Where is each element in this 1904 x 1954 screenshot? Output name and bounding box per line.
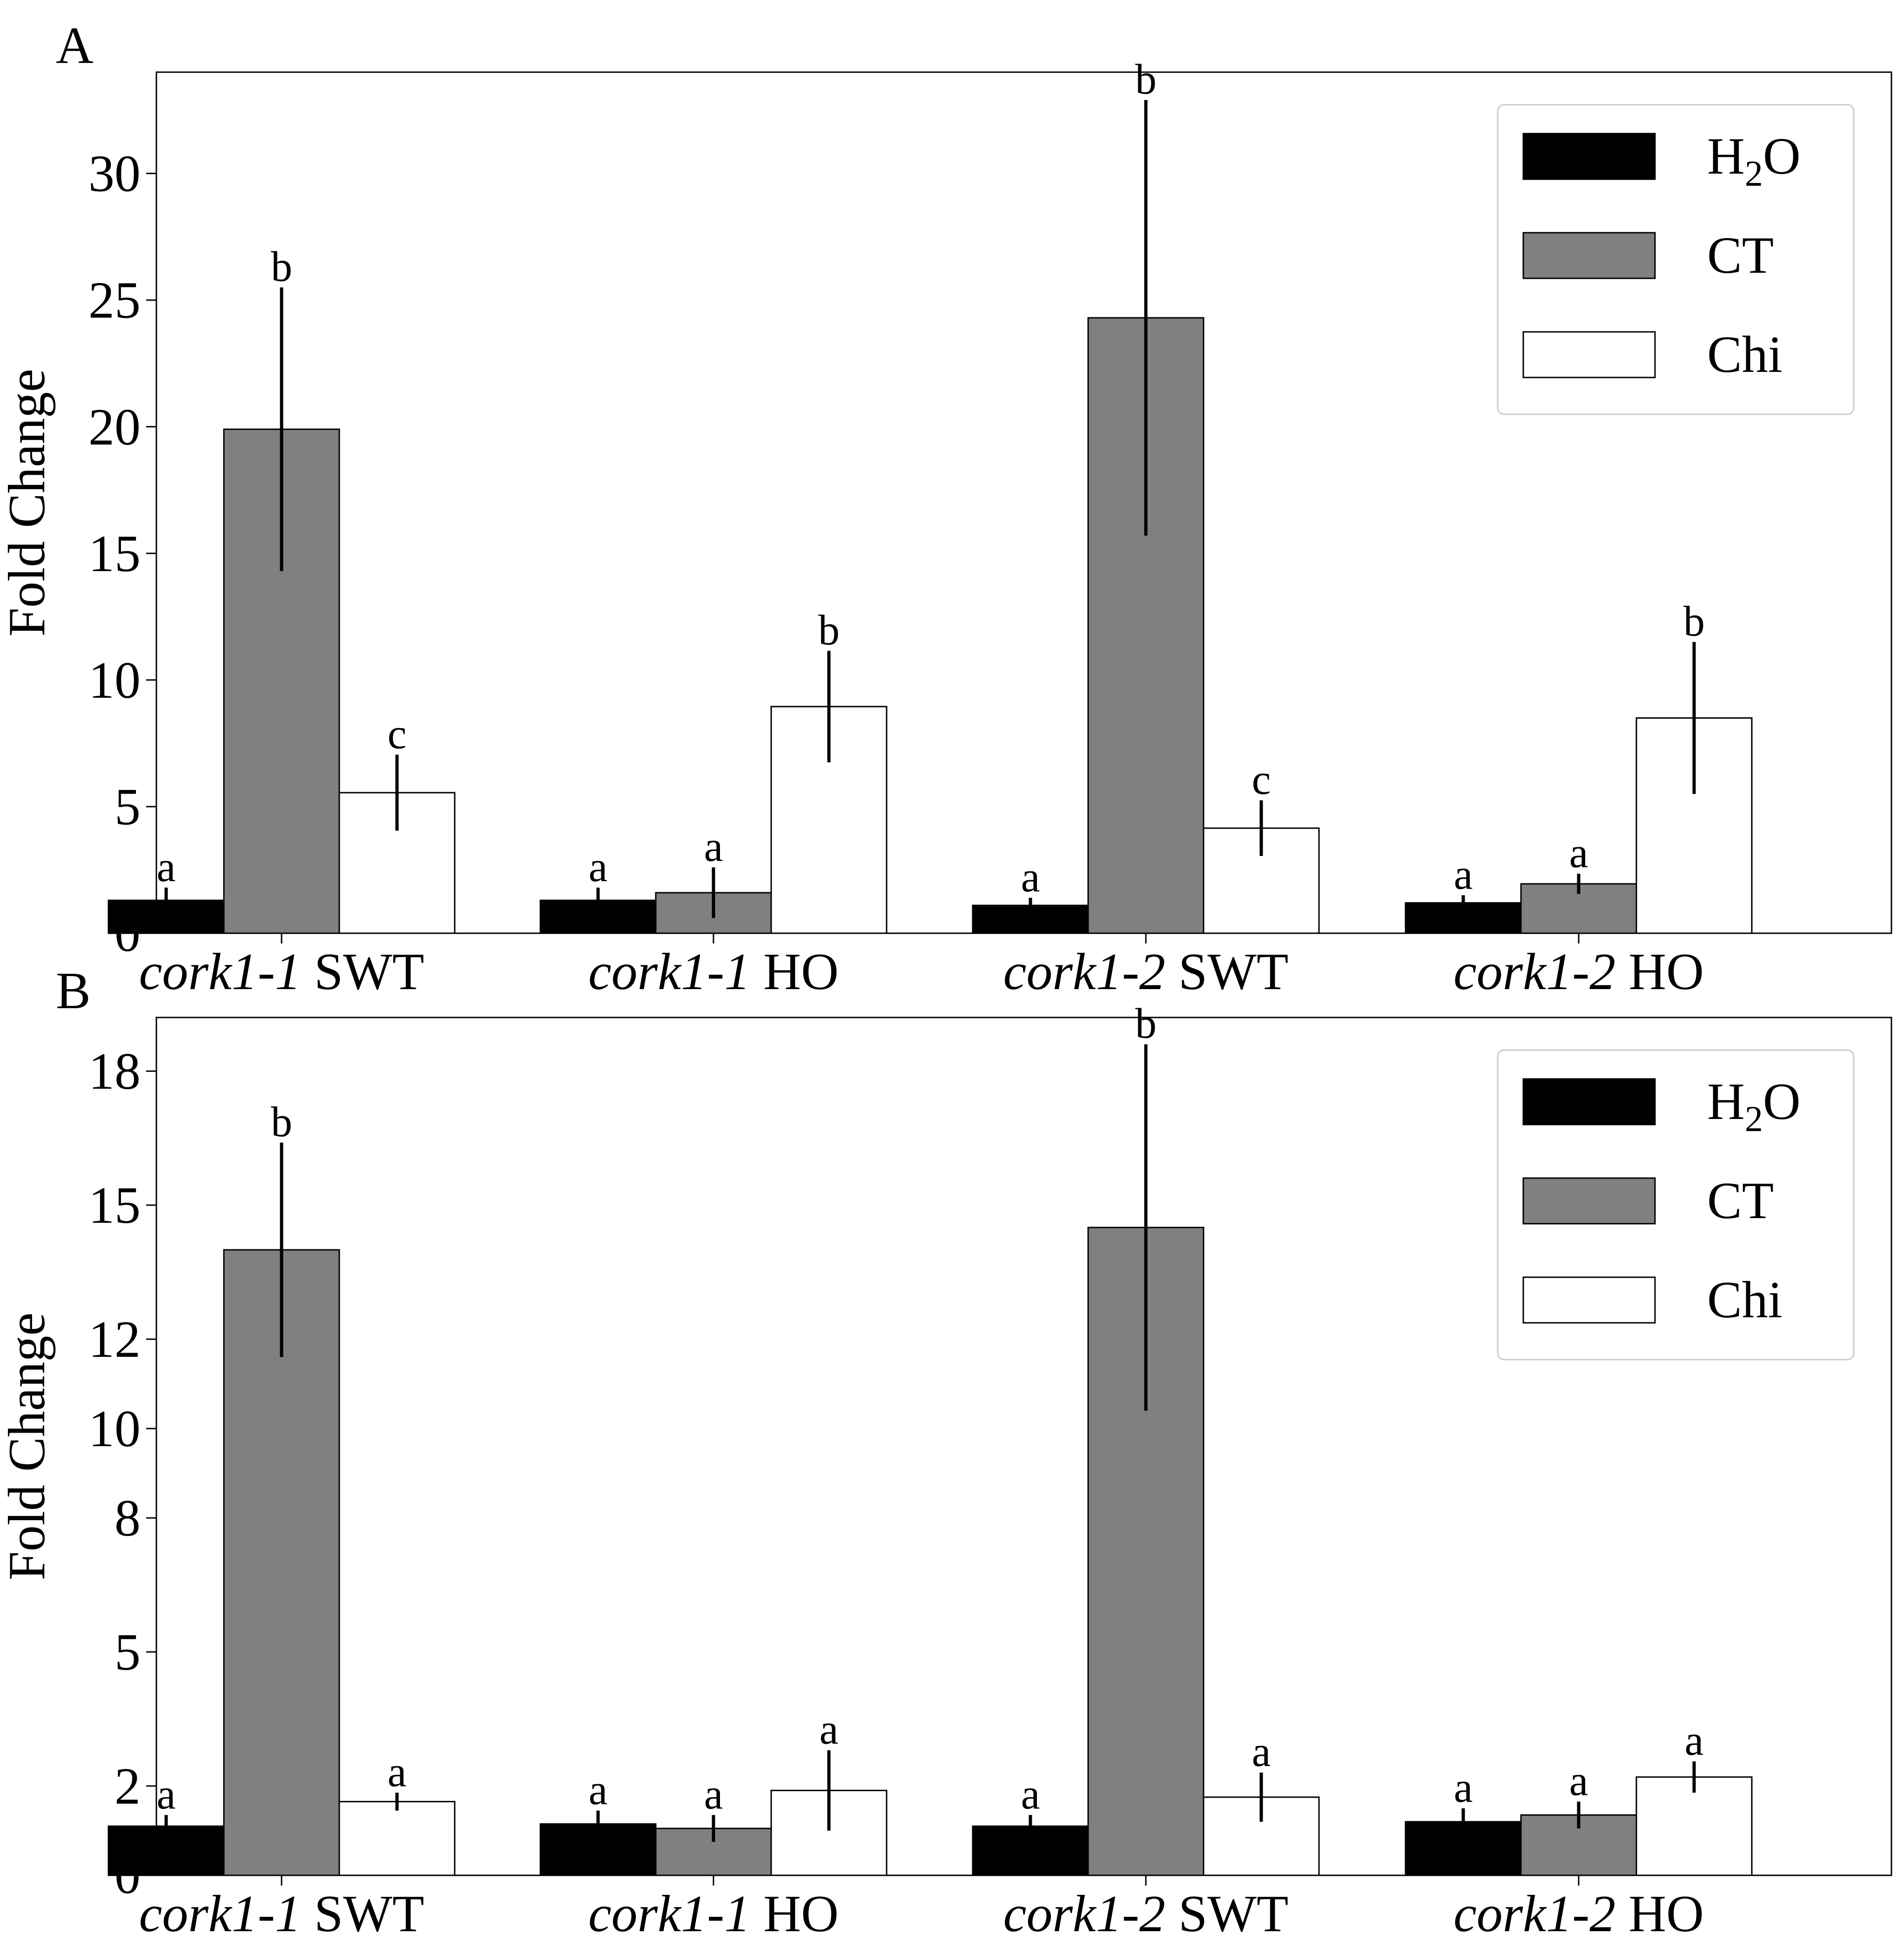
y-tick-label: 25 <box>88 272 141 330</box>
legend-swatch-ct <box>1522 1177 1656 1225</box>
legend-swatch-chi <box>1522 331 1656 378</box>
legend-label-tail: O <box>1763 1073 1801 1131</box>
y-tick-label: 5 <box>114 778 141 836</box>
significance-letter: a <box>1454 1764 1473 1811</box>
legend-swatch-ct <box>1522 232 1656 279</box>
axes-frame <box>155 1017 1892 1876</box>
significance-letter: a <box>1569 1757 1588 1805</box>
x-category-label: cork1-1 SWT <box>139 943 424 1001</box>
y-tick-label: 20 <box>88 398 141 456</box>
x-category-label: cork1-1 HO <box>588 1885 839 1943</box>
significance-letter: a <box>704 823 723 870</box>
significance-letter: a <box>820 1705 839 1753</box>
category-genotype: cork1-2 <box>1003 943 1165 1001</box>
significance-letter: a <box>157 1770 176 1818</box>
y-axis-title: Fold Change <box>0 1313 56 1581</box>
x-category-label: cork1-1 HO <box>588 943 839 1001</box>
legend-label-main: H <box>1707 128 1745 185</box>
significance-letter: a <box>589 843 608 890</box>
significance-letter: a <box>388 1748 407 1795</box>
significance-letter: c <box>388 710 407 757</box>
significance-letter: a <box>589 1766 608 1813</box>
significance-letter: b <box>271 243 292 290</box>
category-line: SWT <box>1165 943 1288 1001</box>
y-tick-label: 0 <box>114 905 141 963</box>
y-tick-label: 15 <box>88 1177 141 1234</box>
axes-frame <box>155 71 1892 934</box>
x-category-label: cork1-2 SWT <box>1003 943 1289 1001</box>
category-genotype: cork1-2 <box>1453 1885 1615 1943</box>
significance-letter: a <box>1685 1717 1704 1764</box>
panel-a: Aa a a a b a b a c b c b 0 5 10 15 20 25 30 Fold Change cork… <box>0 17 1892 1001</box>
y-tick-label: 15 <box>88 525 141 583</box>
y-tick-label: 0 <box>114 1847 141 1905</box>
legend-label-main: Chi <box>1707 326 1783 384</box>
bar-chi-1 <box>338 1801 456 1876</box>
y-tick-label: 5 <box>114 1624 141 1681</box>
y-tick-label: 12 <box>88 1311 141 1368</box>
legend-label-main: CT <box>1707 1172 1774 1230</box>
legend-label-chi: Chi <box>1707 1271 1783 1329</box>
legend-label-h2o: H2O <box>1707 1073 1801 1139</box>
y-tick-label: 30 <box>88 145 141 203</box>
significance-letter: a <box>1252 1728 1271 1775</box>
category-genotype: cork1-2 <box>1453 943 1615 1001</box>
y-tick-label: 10 <box>88 652 141 709</box>
significance-letter: a <box>157 843 176 890</box>
x-category-label: cork1-2 SWT <box>1003 1885 1289 1943</box>
category-line: HO <box>1615 1885 1704 1943</box>
y-tick-label: 8 <box>114 1489 141 1547</box>
legend-label-main: Chi <box>1707 1271 1783 1329</box>
legend-swatch-chi <box>1522 1276 1656 1324</box>
significance-letter: a <box>1021 1770 1040 1818</box>
category-line: SWT <box>301 943 424 1001</box>
significance-letter: b <box>1135 1000 1157 1047</box>
legend-label-chi: Chi <box>1707 326 1783 384</box>
legend-label-ct: CT <box>1707 227 1774 284</box>
category-genotype: cork1-1 <box>139 943 301 1001</box>
legend-swatch-h2o <box>1522 1078 1656 1125</box>
significance-letter: b <box>1135 55 1157 103</box>
category-line: HO <box>750 943 839 1001</box>
category-genotype: cork1-1 <box>588 943 750 1001</box>
legend-swatch-h2o <box>1522 133 1656 180</box>
significance-letter: b <box>271 1098 292 1145</box>
x-category-label: cork1-1 SWT <box>139 1885 424 1943</box>
y-tick-label: 10 <box>88 1400 141 1458</box>
legend-label-main: CT <box>1707 227 1774 284</box>
legend-label-ct: CT <box>1707 1172 1774 1230</box>
category-line: HO <box>750 1885 839 1943</box>
category-line: SWT <box>1165 1885 1288 1943</box>
legend-label-h2o: H2O <box>1707 128 1801 194</box>
significance-letter: a <box>1569 829 1588 876</box>
bar-chi-4 <box>1635 1776 1753 1876</box>
significance-letter: a <box>1021 853 1040 901</box>
significance-letter: a <box>1454 850 1473 898</box>
category-line: SWT <box>301 1885 424 1943</box>
category-genotype: cork1-1 <box>139 1885 301 1943</box>
panel-letter: B <box>56 962 91 1020</box>
legend-label-subscript: 2 <box>1745 153 1763 194</box>
category-genotype: cork1-2 <box>1003 1885 1165 1943</box>
y-tick-label: 18 <box>88 1043 141 1100</box>
significance-letter: b <box>1683 597 1705 645</box>
significance-letter: b <box>818 606 840 654</box>
legend-label-subscript: 2 <box>1745 1098 1763 1139</box>
significance-letter: a <box>704 1770 723 1818</box>
category-genotype: cork1-1 <box>588 1885 750 1943</box>
panel-letter: A <box>56 17 94 74</box>
x-category-label: cork1-2 HO <box>1453 1885 1704 1943</box>
y-axis-title: Fold Change <box>0 369 56 637</box>
legend-label-tail: O <box>1763 128 1801 185</box>
category-line: HO <box>1615 943 1704 1001</box>
x-category-label: cork1-2 HO <box>1453 943 1704 1001</box>
significance-letter: c <box>1252 755 1271 803</box>
legend-label-main: H <box>1707 1073 1745 1131</box>
y-tick-label: 2 <box>114 1758 141 1815</box>
